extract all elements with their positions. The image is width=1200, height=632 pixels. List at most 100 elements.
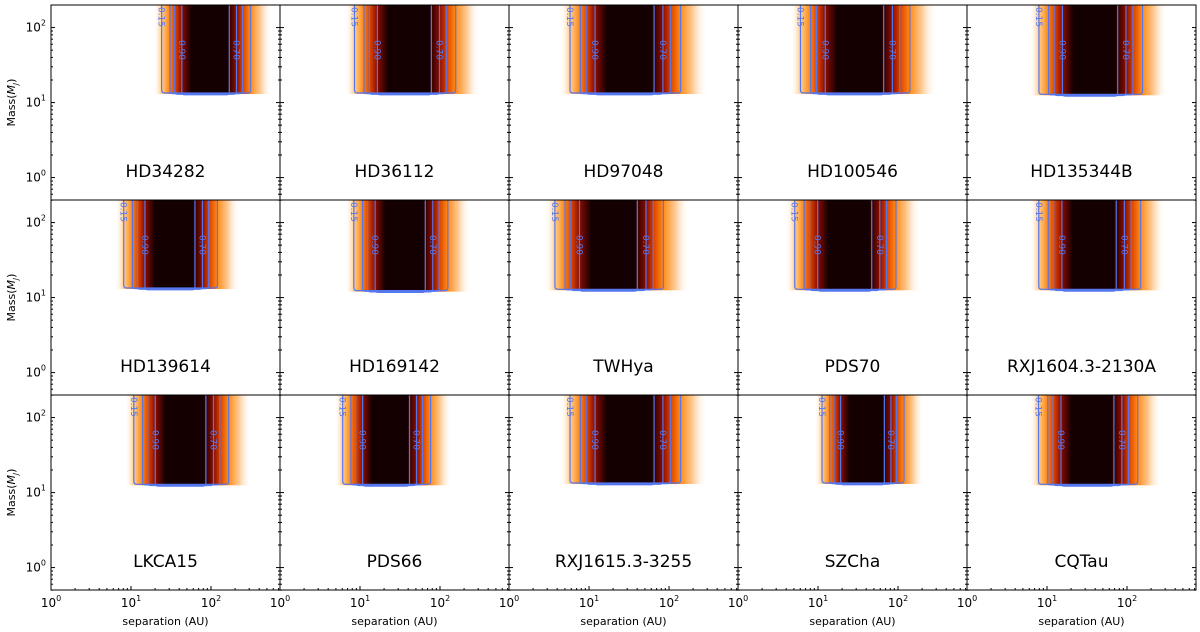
heatmap-region (345, 200, 471, 292)
x-tick-label: 102 (430, 594, 450, 610)
x-axis-label: separation (AU) (122, 615, 208, 628)
y-tick-label: 102 (26, 214, 46, 230)
contour-label: 0.90 (1056, 235, 1066, 255)
contour-label: 0.15 (789, 202, 799, 222)
heatmap-region (153, 5, 273, 95)
target-name-label: TWHya (592, 357, 653, 377)
contour-label: 0.90 (357, 430, 367, 450)
y-axis-label: Mass(MJ) (5, 469, 20, 517)
contour-label: 0.70 (657, 40, 667, 60)
heatmap-region (559, 5, 708, 95)
panel-plot-area: 0.15 0.70 0.90 (1029, 200, 1166, 292)
target-name-label: HD139614 (120, 357, 211, 377)
contour-label: 0.15 (564, 397, 574, 417)
y-axis-label: Mass(MJ) (5, 274, 20, 322)
y-axis-label: Mass(MJ) (5, 79, 20, 127)
contour-label: 0.90 (835, 430, 845, 450)
x-tick-label: 102 (659, 594, 679, 610)
contour-label: 0.15 (549, 202, 559, 222)
target-name-label: HD169142 (349, 357, 440, 377)
contour-label: 0.90 (1056, 40, 1066, 60)
y-tick-label: 100 (26, 169, 46, 185)
panel-plot-area: 0.15 0.70 0.90 (345, 5, 480, 96)
target-name-label: HD36112 (355, 162, 435, 182)
contour-label: 0.70 (411, 430, 421, 450)
contour-line-0.90 (362, 395, 411, 487)
contour-label: 0.15 (794, 7, 804, 27)
contour-label: 0.90 (176, 40, 186, 60)
contour-label: 0.70 (230, 40, 240, 60)
target-name-label: HD34282 (126, 162, 206, 182)
heatmap-region (790, 5, 937, 95)
panel-plot-area: 0.15 0.70 0.90 (153, 5, 273, 96)
contour-line-0.90 (817, 200, 873, 292)
x-axis-label: separation (AU) (580, 615, 666, 628)
x-tick-label: 101 (808, 594, 828, 610)
contour-label: 0.15 (1033, 7, 1043, 27)
panel-rxj1604.3-2130a: 0.15 0.70 0.90 RXJ1604.3-2130A (966, 199, 1197, 396)
heatmap-region (559, 395, 708, 485)
panel-rxj1615.3-3255: 0.15 0.70 0.90 100 101 102 separation (AU) RXJ1… (499, 394, 739, 628)
panel-plot-area: 0.15 0.70 0.90 (544, 200, 690, 292)
heatmap-region (814, 395, 924, 485)
panel-pds70: 0.15 0.70 0.90 PDS70 (737, 199, 968, 396)
contour-line-0.90 (594, 5, 655, 96)
contour-label: 0.15 (348, 7, 358, 27)
panel-hd139614: 0.15 0.70 0.90 100 101 102 Mass(MJ) HD139614 (5, 199, 281, 396)
panel-hd135344b: 0.15 0.70 0.90 HD135344B (966, 4, 1197, 201)
contour-label: 0.70 (427, 235, 437, 255)
x-tick-label: 100 (499, 594, 519, 610)
x-tick-label: 100 (270, 594, 290, 610)
x-axis-label: separation (AU) (1038, 615, 1124, 628)
heatmap-region (785, 200, 921, 291)
x-tick-label: 100 (41, 594, 61, 610)
contour-label: 0.90 (819, 40, 829, 60)
contour-line-0.90 (374, 200, 426, 294)
contour-label: 0.90 (371, 40, 381, 60)
heatmap-region (124, 395, 252, 486)
x-axis-label: separation (AU) (809, 615, 895, 628)
contour-label: 0.15 (816, 397, 826, 417)
contour-label: 0.70 (874, 235, 884, 255)
panel-hd100546: 0.15 0.70 0.90 HD100546 (737, 4, 968, 201)
heatmap-region (334, 395, 452, 486)
contour-line-0.90 (1061, 5, 1119, 97)
panel-hd97048: 0.15 0.70 0.90 HD97048 (508, 4, 739, 201)
x-tick-label: 100 (957, 594, 977, 610)
y-tick-label: 100 (26, 364, 46, 380)
contour-line-0.15 (821, 395, 905, 484)
contour-label: 0.90 (1055, 430, 1065, 450)
contour-line-0.90 (1060, 395, 1115, 487)
x-tick-label: 102 (201, 594, 221, 610)
contour-label: 0.70 (207, 430, 217, 450)
contour-label: 0.90 (149, 430, 159, 450)
panel-lkca15: 0.15 0.70 0.90 100 101 102 100 101 102 separation… (5, 394, 281, 628)
panel-plot-area: 0.15 0.70 0.90 (345, 200, 471, 294)
contour-label: 0.70 (657, 430, 667, 450)
panel-plot-area: 0.15 0.70 0.90 (559, 5, 708, 96)
contour-line-0.90 (181, 5, 230, 96)
target-name-label: SZCha (825, 552, 881, 572)
x-tick-label: 101 (579, 594, 599, 610)
x-tick-label: 102 (1117, 594, 1137, 610)
target-name-label: PDS66 (367, 552, 423, 572)
contour-label: 0.70 (886, 40, 896, 60)
y-tick-label: 102 (26, 409, 46, 425)
panel-hd36112: 0.15 0.70 0.90 HD36112 (279, 4, 510, 201)
contour-label: 0.15 (128, 397, 138, 417)
target-name-label: PDS70 (825, 357, 881, 377)
contour-line-0.15 (569, 395, 682, 484)
contour-label: 0.70 (196, 235, 206, 255)
x-tick-label: 101 (1037, 594, 1057, 610)
contour-label: 0.90 (812, 235, 822, 255)
x-tick-label: 101 (121, 594, 141, 610)
contour-label: 0.15 (1033, 202, 1043, 222)
contour-line-0.90 (840, 395, 885, 486)
x-axis-label: separation (AU) (351, 615, 437, 628)
target-name-label: HD100546 (807, 162, 898, 182)
contour-label: 0.15 (564, 7, 574, 27)
panel-szcha: 0.15 0.70 0.90 100 101 102 separation (AU) SZCh… (728, 394, 968, 628)
heatmap-region (544, 200, 690, 291)
panel-pds66: 0.15 0.70 0.90 100 101 102 separation (AU) PDS6… (270, 394, 510, 628)
panel-plot-area: 0.15 0.70 0.90 (814, 395, 924, 486)
